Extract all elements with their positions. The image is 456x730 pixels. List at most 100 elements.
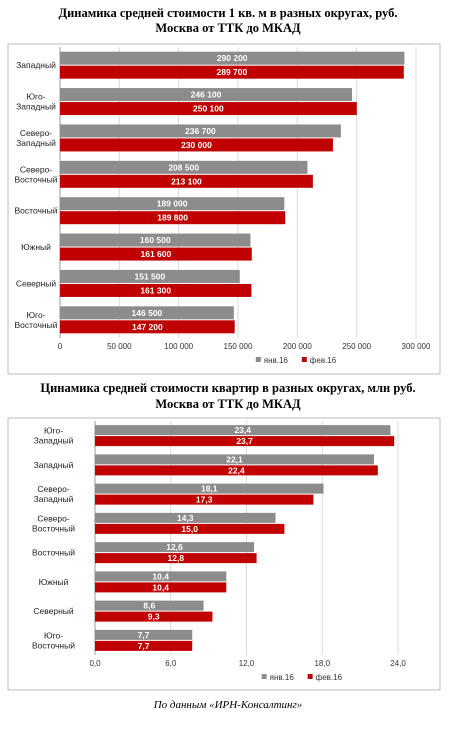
bar xyxy=(95,600,204,611)
value-label: 208 500 xyxy=(168,162,199,172)
value-label: 23,7 xyxy=(236,436,253,446)
bar xyxy=(60,138,333,152)
category-label: Южный xyxy=(21,242,51,252)
bar xyxy=(95,629,193,640)
x-tick-label: 200 000 xyxy=(283,342,312,351)
bar xyxy=(60,197,285,211)
category-label: Северо-Восточный xyxy=(15,164,58,184)
value-label: 160 500 xyxy=(140,235,171,245)
value-label: 10,4 xyxy=(152,582,169,592)
value-label: 151 500 xyxy=(135,271,166,281)
value-label: 161 600 xyxy=(141,249,172,259)
legend-label: янв.16 xyxy=(270,673,295,682)
x-tick-label: 0,0 xyxy=(89,659,101,668)
bar xyxy=(60,306,234,320)
category-label: Южный xyxy=(39,577,69,587)
legend-swatch xyxy=(261,674,267,679)
value-label: 189 000 xyxy=(157,199,188,209)
value-label: 147 200 xyxy=(132,322,163,332)
bar xyxy=(95,571,227,582)
category-label: Восточный xyxy=(32,548,75,558)
caption: По данным «ИРН-Консалтинг» xyxy=(153,699,303,711)
legend-label: фев.16 xyxy=(310,356,337,365)
value-label: 9,3 xyxy=(148,612,160,622)
bar xyxy=(95,425,391,436)
value-label: 146 500 xyxy=(132,308,163,318)
category-label: Юго-Восточный xyxy=(15,310,58,330)
value-label: 17,3 xyxy=(196,495,213,505)
value-label: 10,4 xyxy=(152,571,169,581)
legend-label: фев.16 xyxy=(316,673,343,682)
value-label: 18,1 xyxy=(201,484,218,494)
legend-swatch xyxy=(307,674,313,679)
bar xyxy=(95,582,227,593)
category-label: Юго-Восточный xyxy=(32,630,75,650)
category-label: Юго-Западный xyxy=(34,426,74,446)
value-label: 14,3 xyxy=(177,513,194,523)
category-label: Северный xyxy=(16,278,57,288)
chart-subtitle: Москва от ТТК до МКАД xyxy=(155,397,301,411)
x-tick-label: 24,0 xyxy=(390,659,406,668)
x-tick-label: 250 000 xyxy=(342,342,371,351)
value-label: 189 800 xyxy=(157,213,188,223)
category-label: Восточный xyxy=(15,206,58,216)
legend-label: янв.16 xyxy=(264,356,289,365)
bar xyxy=(95,523,285,534)
bar xyxy=(95,436,395,447)
value-label: 7,7 xyxy=(138,630,150,640)
bar xyxy=(60,211,286,225)
category-label: Северо-Западный xyxy=(34,484,74,504)
bar xyxy=(60,102,357,116)
x-tick-label: 18,0 xyxy=(314,659,330,668)
legend-swatch xyxy=(301,357,307,362)
plot-frame xyxy=(7,43,441,375)
legend-swatch xyxy=(255,357,261,362)
bar xyxy=(60,269,240,283)
value-label: 12,6 xyxy=(166,542,183,552)
plot-frame xyxy=(7,417,441,691)
x-tick-label: 0 xyxy=(58,342,63,351)
value-label: 289 700 xyxy=(217,67,248,77)
value-label: 23,4 xyxy=(234,425,251,435)
x-tick-label: 12,0 xyxy=(239,659,255,668)
bar xyxy=(95,494,314,505)
bar xyxy=(60,174,313,188)
value-label: 213 100 xyxy=(171,176,202,186)
value-label: 22,4 xyxy=(228,465,245,475)
chart-subtitle: Москва от ТТК до МКАД xyxy=(155,21,301,35)
bar xyxy=(60,233,251,247)
bar xyxy=(95,611,213,622)
bar xyxy=(60,124,341,138)
bar xyxy=(60,65,404,79)
bar xyxy=(60,283,252,297)
x-tick-label: 100 000 xyxy=(164,342,193,351)
category-label: Юго-Западный xyxy=(16,92,56,112)
value-label: 230 000 xyxy=(181,140,212,150)
bar xyxy=(95,483,324,494)
value-label: 15,0 xyxy=(181,524,198,534)
category-label: Северо-Восточный xyxy=(32,513,75,533)
value-label: 7,7 xyxy=(138,641,150,651)
bar xyxy=(95,542,255,553)
value-label: 236 700 xyxy=(185,126,216,136)
bar xyxy=(60,160,308,174)
category-label: Северный xyxy=(33,606,74,616)
bar xyxy=(95,512,276,523)
chart-title: Цинамика средней стоимости квартир в раз… xyxy=(40,381,415,395)
value-label: 250 100 xyxy=(193,104,224,114)
category-label: Западный xyxy=(16,60,56,70)
bar xyxy=(95,465,378,476)
category-label: Северо-Западный xyxy=(16,128,56,148)
chart-title: Динамика средней стоимости 1 кв. м в раз… xyxy=(58,6,397,20)
value-label: 246 100 xyxy=(191,90,222,100)
bar xyxy=(95,640,193,651)
x-tick-label: 50 000 xyxy=(107,342,132,351)
x-tick-label: 150 000 xyxy=(224,342,253,351)
value-label: 22,1 xyxy=(226,454,243,464)
value-label: 290 200 xyxy=(217,53,248,63)
value-label: 8,6 xyxy=(143,601,155,611)
bar xyxy=(60,88,353,102)
bar xyxy=(60,320,235,334)
value-label: 161 300 xyxy=(140,285,171,295)
